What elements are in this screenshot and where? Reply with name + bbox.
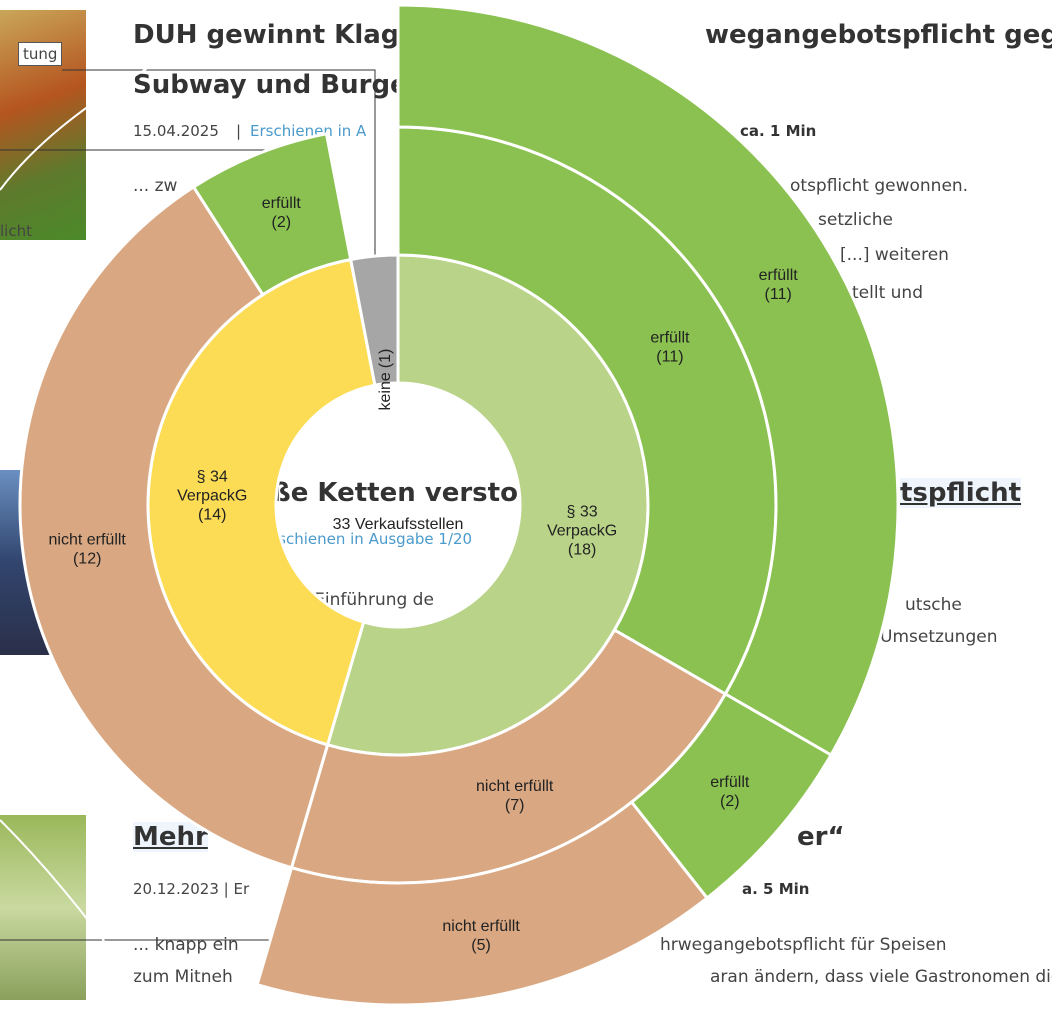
segment-label: § 33 xyxy=(567,504,598,521)
segment-label: nicht erfüllt xyxy=(476,778,554,795)
segment-label: erfüllt xyxy=(650,330,690,347)
value-label: (5) xyxy=(471,937,491,954)
value-label: (2) xyxy=(272,214,292,231)
chart: § 33 VerpackG (18) erfüllt (11) erfüllt (11) ni… xyxy=(0,0,1052,1020)
value-label: (7) xyxy=(505,797,525,814)
label-text: keine xyxy=(377,372,394,410)
segment-label: § 34 xyxy=(197,468,228,485)
value-label: (11) xyxy=(656,349,683,366)
segment-label: nicht erfüllt xyxy=(49,531,127,548)
segment-label: erfüllt xyxy=(710,774,750,791)
value-label: (11) xyxy=(765,286,792,303)
value-label: (14) xyxy=(198,506,226,523)
segment-label: VerpackG xyxy=(177,487,247,504)
value-label: (2) xyxy=(720,793,740,810)
segment-label: nicht erfüllt xyxy=(442,918,520,935)
value-label: (1) xyxy=(377,349,394,369)
segment-label: erfüllt xyxy=(262,195,302,212)
center-label: 33 Verkaufsstellen xyxy=(333,516,464,533)
segment-label: VerpackG xyxy=(547,523,617,540)
page: DUH gewinnt Klage wegangebotspflicht geg… xyxy=(0,0,1052,1020)
value-label: (12) xyxy=(73,550,101,567)
value-label: (18) xyxy=(568,542,596,559)
segment-label: keine (1) xyxy=(377,349,394,411)
segment-label: erfüllt xyxy=(759,267,799,284)
